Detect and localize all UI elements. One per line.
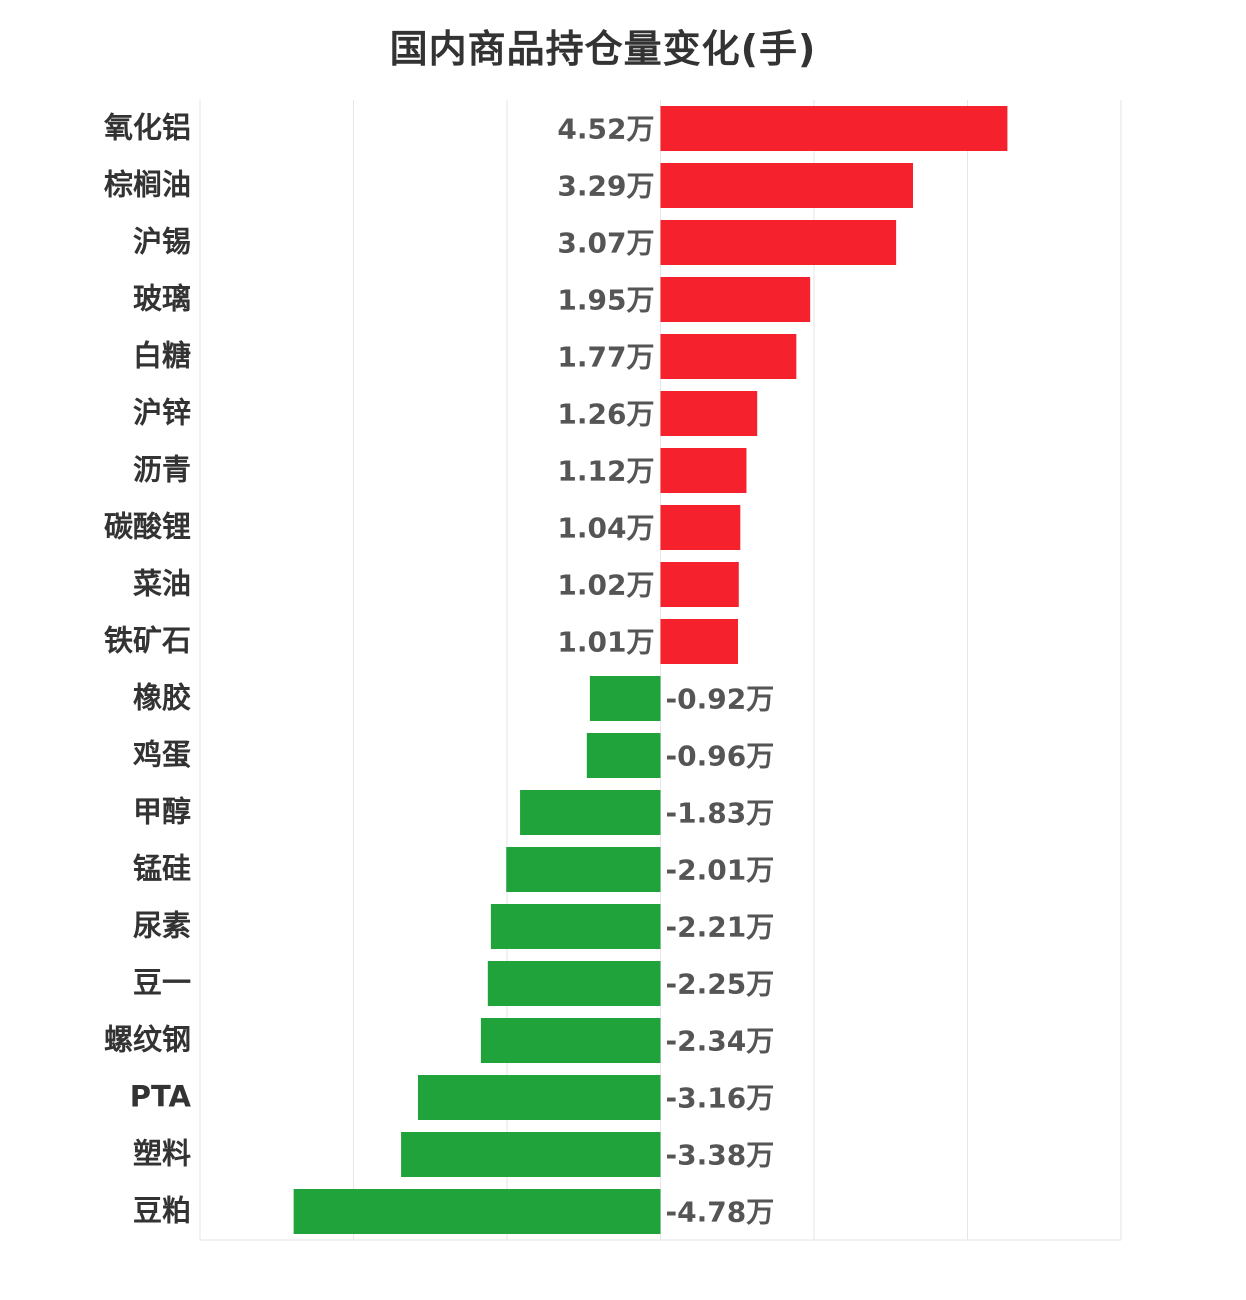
value-label: -1.83万 bbox=[666, 797, 775, 830]
bars bbox=[293, 106, 1008, 1234]
value-label: -0.92万 bbox=[666, 683, 775, 716]
category-label: 橡胶 bbox=[133, 681, 191, 715]
value-label: 4.52万 bbox=[557, 113, 654, 146]
bar-1 bbox=[660, 163, 914, 208]
bar-17 bbox=[417, 1075, 661, 1120]
value-label: 1.12万 bbox=[557, 455, 654, 488]
value-label: -2.01万 bbox=[666, 854, 775, 887]
category-label: 甲醇 bbox=[133, 795, 191, 829]
bar-11 bbox=[586, 733, 661, 778]
bar-9 bbox=[660, 619, 739, 664]
bar-4 bbox=[660, 334, 797, 379]
category-label: 沪锡 bbox=[133, 225, 191, 259]
bar-19 bbox=[293, 1189, 661, 1234]
value-label: -2.21万 bbox=[666, 911, 775, 944]
bar-12 bbox=[520, 790, 661, 835]
bar-7 bbox=[660, 505, 741, 550]
bar-6 bbox=[660, 448, 747, 493]
category-label: 锰硅 bbox=[133, 852, 191, 886]
value-label: 1.04万 bbox=[557, 512, 654, 545]
category-label: 沪锌 bbox=[133, 396, 191, 430]
category-label: 螺纹钢 bbox=[104, 1023, 191, 1057]
category-label: 尿素 bbox=[133, 909, 191, 943]
bar-0 bbox=[660, 106, 1008, 151]
bar-10 bbox=[589, 676, 661, 721]
value-label: 1.02万 bbox=[557, 569, 654, 602]
value-label: -2.34万 bbox=[666, 1025, 775, 1058]
bar-16 bbox=[480, 1018, 661, 1063]
category-label: 鸡蛋 bbox=[133, 738, 191, 772]
grid-lines bbox=[199, 100, 1122, 1241]
value-label: -0.96万 bbox=[666, 740, 775, 773]
category-label: 豆一 bbox=[133, 966, 191, 1000]
bar-5 bbox=[660, 391, 758, 436]
category-label: 棕榈油 bbox=[104, 168, 191, 202]
category-label: 沥青 bbox=[133, 453, 191, 487]
value-label: -3.16万 bbox=[666, 1082, 775, 1115]
category-label: 塑料 bbox=[133, 1137, 191, 1171]
category-label: PTA bbox=[130, 1080, 192, 1114]
value-label: 1.95万 bbox=[557, 284, 654, 317]
bar-13 bbox=[506, 847, 661, 892]
chart-title: 国内商品持仓量变化(手) bbox=[389, 27, 817, 71]
bar-14 bbox=[490, 904, 661, 949]
category-label: 碳酸锂 bbox=[104, 510, 191, 544]
category-label: 玻璃 bbox=[133, 282, 191, 316]
bar-2 bbox=[660, 220, 897, 265]
value-label: 3.07万 bbox=[557, 227, 654, 260]
bar-18 bbox=[401, 1132, 661, 1177]
bar-15 bbox=[487, 961, 661, 1006]
category-label: 白糖 bbox=[133, 339, 191, 373]
value-label: 1.26万 bbox=[557, 398, 654, 431]
value-label: -4.78万 bbox=[666, 1196, 775, 1229]
value-label: 3.29万 bbox=[557, 170, 654, 203]
category-label: 氧化铝 bbox=[103, 111, 191, 145]
value-label: 1.01万 bbox=[557, 626, 654, 659]
value-label: -3.38万 bbox=[666, 1139, 775, 1172]
value-label: 1.77万 bbox=[557, 341, 654, 374]
category-label: 铁矿石 bbox=[104, 624, 191, 658]
category-label: 菜油 bbox=[133, 567, 191, 601]
bar-3 bbox=[660, 277, 811, 322]
value-label: -2.25万 bbox=[666, 968, 775, 1001]
category-label: 豆粕 bbox=[133, 1194, 191, 1228]
bar-8 bbox=[660, 562, 739, 607]
